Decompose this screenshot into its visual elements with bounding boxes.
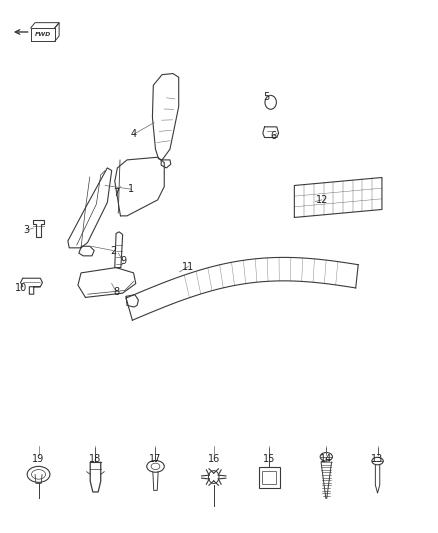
Text: 19: 19 (32, 455, 45, 464)
Text: 9: 9 (120, 256, 127, 266)
Text: 18: 18 (89, 455, 102, 464)
Text: FWD: FWD (35, 32, 51, 37)
FancyBboxPatch shape (262, 471, 276, 484)
Text: 7: 7 (113, 188, 119, 198)
Text: 15: 15 (263, 455, 276, 464)
Text: 10: 10 (15, 283, 27, 293)
Text: 6: 6 (271, 131, 277, 141)
Text: 3: 3 (23, 225, 29, 235)
Text: 13: 13 (371, 455, 384, 464)
Text: 16: 16 (208, 455, 220, 464)
Text: 4: 4 (131, 130, 137, 139)
Text: 14: 14 (320, 455, 332, 464)
Text: 5: 5 (263, 92, 269, 102)
Text: 8: 8 (113, 287, 119, 296)
Text: 12: 12 (316, 195, 328, 205)
Text: 11: 11 (182, 262, 194, 271)
FancyBboxPatch shape (259, 467, 280, 488)
Text: 2: 2 (110, 246, 116, 255)
Text: 1: 1 (128, 184, 134, 194)
Text: 17: 17 (149, 455, 162, 464)
